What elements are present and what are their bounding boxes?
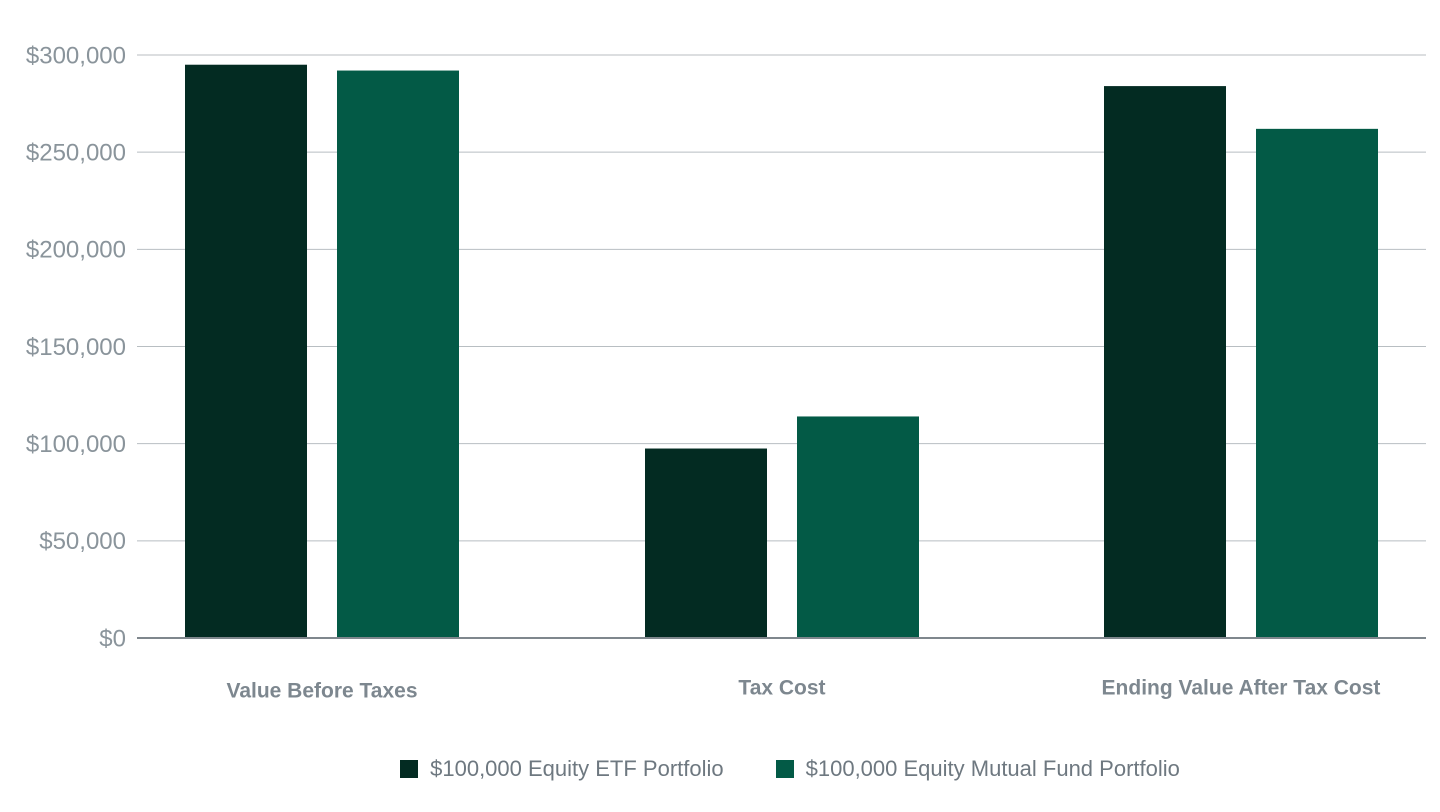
legend-item-mutual-fund: $100,000 Equity Mutual Fund Portfolio	[775, 756, 1180, 782]
y-tick-label: $250,000	[26, 140, 126, 167]
y-tick-label: $300,000	[26, 42, 126, 69]
x-category-label: Value Before Taxes	[226, 680, 417, 703]
x-axis-category-labels: Value Before Taxes Tax Cost Ending Value A…	[226, 677, 1380, 703]
legend: $100,000 Equity ETF Portfolio $100,000 E…	[70, 756, 1440, 782]
bar-mutual-fund	[797, 416, 919, 638]
bar-etf	[1104, 86, 1226, 639]
bar-etf	[645, 448, 767, 638]
legend-label-mutual-fund: $100,000 Equity Mutual Fund Portfolio	[805, 756, 1180, 781]
y-tick-label: $100,000	[26, 431, 126, 458]
y-tick-label: $200,000	[26, 237, 126, 264]
bar-mutual-fund	[1256, 128, 1378, 638]
gridlines	[137, 54, 1426, 542]
legend-item-etf: $100,000 Equity ETF Portfolio	[400, 756, 724, 782]
legend-label-etf: $100,000 Equity ETF Portfolio	[430, 756, 724, 781]
bars	[185, 64, 1378, 639]
x-category-label: Ending Value After Tax Cost	[1102, 677, 1381, 700]
bar-etf	[185, 64, 307, 638]
legend-swatch-mutual-fund	[775, 760, 794, 778]
y-tick-label: $0	[99, 625, 126, 652]
y-axis-tick-labels: $0 $50,000 $100,000 $150,000 $200,000 $250,00…	[26, 42, 126, 652]
x-category-label: Tax Cost	[738, 677, 825, 700]
y-tick-label: $50,000	[39, 528, 126, 555]
bar-mutual-fund	[337, 70, 459, 638]
y-tick-label: $150,000	[26, 334, 126, 361]
legend-swatch-etf	[400, 760, 419, 778]
